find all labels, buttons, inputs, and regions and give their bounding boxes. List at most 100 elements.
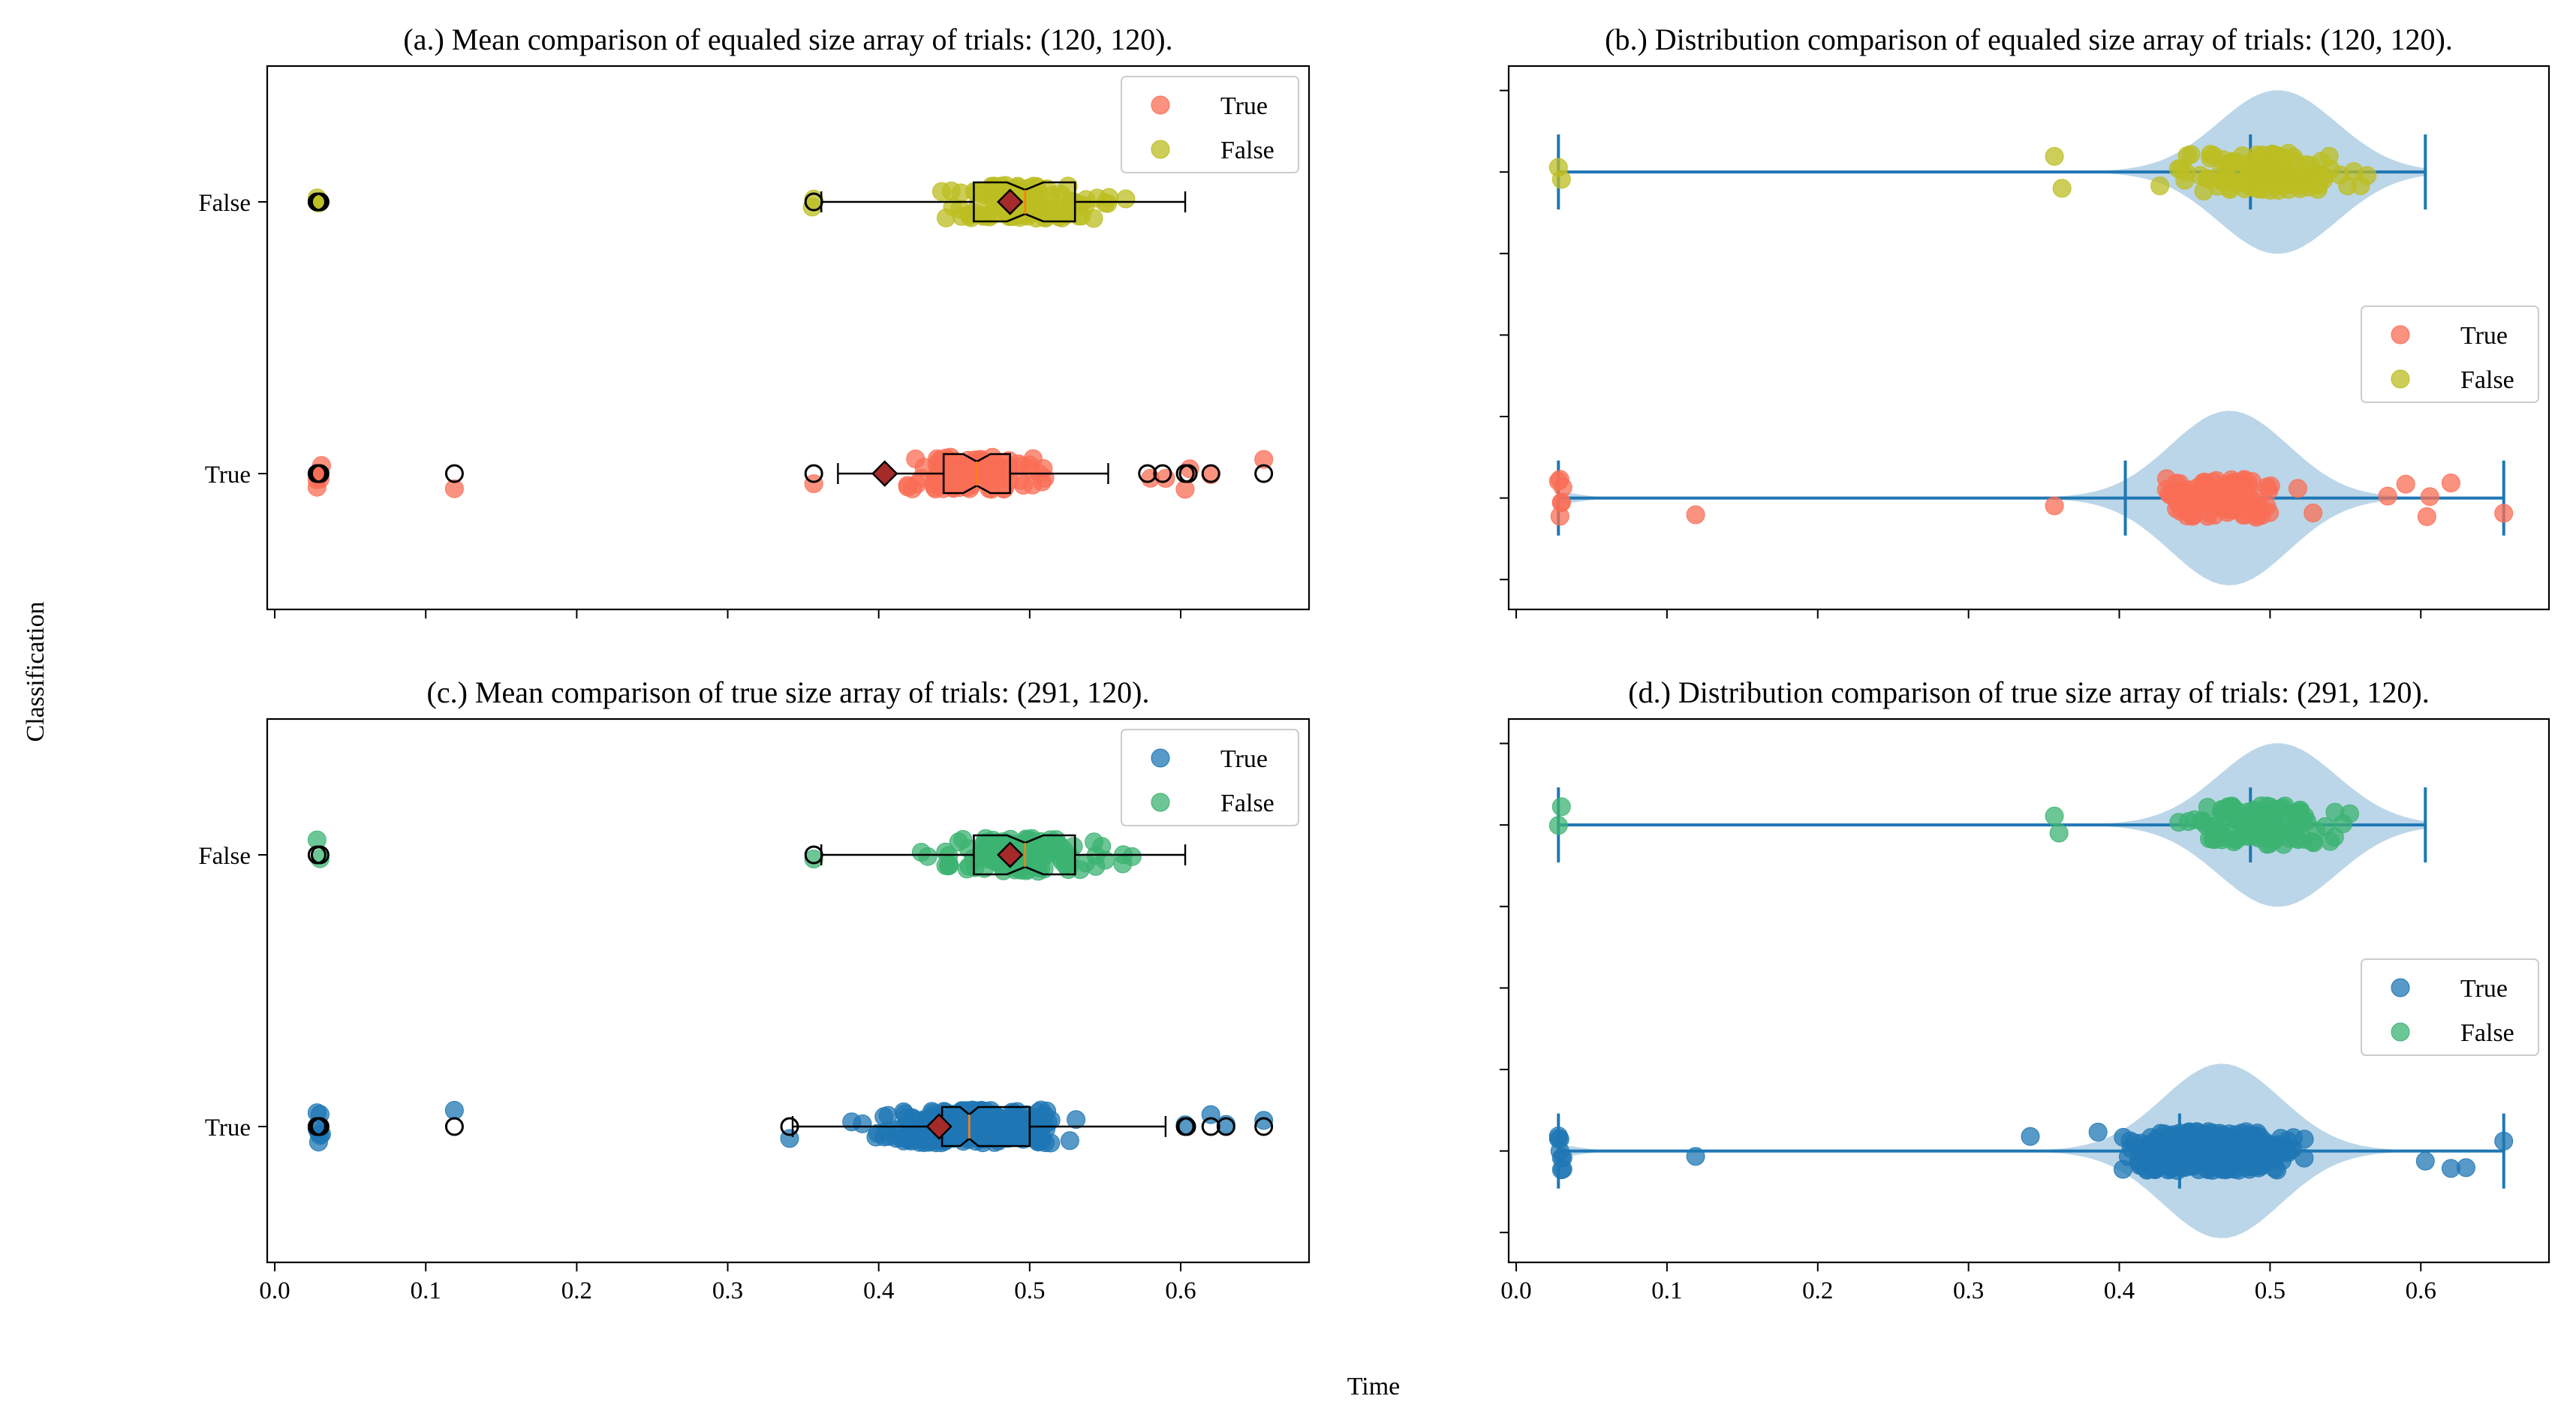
x-tick-label: 0.0 — [1500, 1277, 1531, 1304]
data-point — [2278, 810, 2298, 829]
legend-label: True — [2460, 322, 2508, 350]
data-point — [2045, 806, 2064, 826]
legend-label: True — [1220, 92, 1268, 120]
data-point — [2227, 499, 2246, 519]
data-point — [1030, 841, 1049, 861]
axes-frame — [266, 718, 1311, 1264]
series-false — [1548, 90, 2427, 254]
data-point — [2249, 148, 2269, 167]
x-tick-label: 0.1 — [1651, 1277, 1682, 1304]
data-point — [2052, 179, 2072, 198]
x-tick-label: 0.3 — [712, 1277, 743, 1304]
data-point — [2420, 487, 2439, 507]
legend-marker — [1151, 140, 1170, 159]
data-point — [853, 1114, 872, 1133]
data-point — [968, 1112, 986, 1131]
data-point — [2252, 1133, 2271, 1152]
data-point — [2155, 1148, 2174, 1167]
data-point — [2204, 830, 2224, 850]
y-tick-label: True — [205, 1115, 251, 1142]
data-point — [940, 856, 959, 875]
data-point — [2215, 477, 2234, 496]
box-notched — [973, 181, 1076, 223]
data-point — [2358, 166, 2377, 185]
legend-marker — [2391, 369, 2410, 389]
axes-frame — [1507, 65, 2550, 611]
flier — [1254, 464, 1274, 483]
flier — [444, 464, 464, 483]
legend-label: False — [1220, 790, 1274, 817]
data-point — [2441, 474, 2460, 492]
data-point — [1092, 837, 1112, 856]
data-point — [2181, 145, 2201, 164]
data-point — [2045, 146, 2064, 166]
legend-marker — [2391, 978, 2410, 997]
data-point — [2049, 823, 2069, 843]
x-tick-label: 0.1 — [411, 1277, 441, 1304]
data-point — [2340, 804, 2359, 823]
mean-marker — [871, 460, 898, 487]
panel-3: (c.) Mean comparison of true size array … — [198, 675, 1311, 1304]
data-point — [1049, 184, 1069, 203]
x-tick-label: 0.5 — [2255, 1277, 2286, 1304]
data-point — [2241, 489, 2261, 509]
data-point — [2315, 166, 2334, 185]
data-point — [1686, 1147, 1705, 1166]
scatter-points — [1548, 469, 2514, 527]
data-point — [2154, 1131, 2174, 1151]
legend: True False — [2361, 305, 2539, 403]
panel-1: (a.) Mean comparison of equaled size arr… — [198, 23, 1311, 618]
figure-xlabel: Time — [1347, 1373, 1401, 1400]
axes-frame — [1507, 718, 2550, 1264]
data-point — [2193, 812, 2213, 832]
flier — [310, 464, 330, 483]
data-point — [937, 208, 955, 227]
data-point — [2174, 1138, 2193, 1157]
data-point — [2257, 477, 2277, 497]
data-point — [2415, 1151, 2435, 1171]
data-point — [2262, 1149, 2282, 1169]
flier — [804, 192, 823, 212]
box-notched — [940, 1106, 1031, 1148]
data-point — [2204, 506, 2224, 525]
scatter-points — [307, 1100, 1274, 1153]
data-point — [941, 181, 961, 200]
series-false — [307, 829, 1187, 881]
data-point — [1548, 816, 1568, 835]
x-tick-label: 0.5 — [1014, 1277, 1045, 1304]
data-point — [2168, 159, 2188, 179]
flier — [780, 1117, 799, 1136]
data-point — [2150, 176, 2170, 196]
panel-title: (a.) Mean comparison of equaled size arr… — [403, 23, 1172, 56]
data-point — [1096, 194, 1115, 213]
data-point — [1553, 1148, 1572, 1167]
data-point — [2279, 143, 2298, 163]
flier — [804, 464, 823, 483]
y-tick-label: False — [198, 843, 251, 870]
data-point — [1254, 1111, 1274, 1130]
data-point — [1037, 1119, 1056, 1139]
data-point — [2281, 1140, 2301, 1160]
mean-marker — [997, 841, 1024, 868]
data-point — [1686, 505, 1705, 525]
data-point — [2216, 1139, 2234, 1158]
y-tick-label: True — [205, 462, 251, 489]
x-tick-label: 0.2 — [561, 1277, 592, 1304]
data-point — [1046, 200, 1065, 220]
legend-marker — [1151, 793, 1170, 812]
data-point — [2174, 495, 2193, 514]
flier — [444, 1117, 464, 1136]
flier — [1138, 464, 1157, 483]
series-true — [1548, 1063, 2514, 1238]
flier — [310, 192, 330, 212]
data-point — [1060, 1131, 1079, 1151]
data-point — [1070, 860, 1090, 880]
scatter-points — [1548, 143, 2377, 201]
data-point — [899, 1118, 918, 1138]
mean-marker — [925, 1113, 952, 1140]
legend-label: False — [2460, 1019, 2514, 1047]
scatter-points — [307, 829, 1142, 881]
data-point — [2494, 504, 2514, 523]
